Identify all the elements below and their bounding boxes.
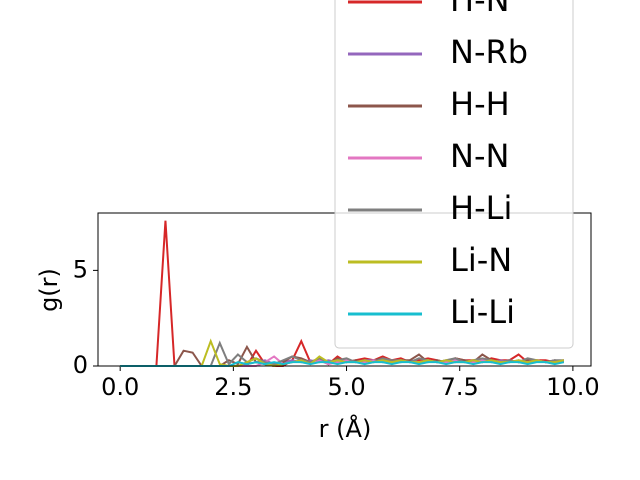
legend-label: N-Rb [450, 33, 528, 71]
legend-label: N-N [450, 137, 509, 175]
x-axis-label: r (Å) [319, 414, 372, 443]
x-tick-label: 2.5 [214, 373, 252, 401]
x-tick-label: 5.0 [327, 373, 365, 401]
legend-label: H-Li [450, 189, 512, 227]
y-tick-label: 0 [73, 351, 88, 379]
legend-label: H-N [450, 0, 510, 19]
series-line [120, 361, 565, 367]
x-tick-label: 7.5 [441, 373, 479, 401]
x-tick-label: 10.0 [546, 373, 599, 401]
x-tick-label: 0.0 [101, 373, 139, 401]
legend-label: H-H [450, 85, 510, 123]
y-axis-label: g(r) [35, 268, 63, 312]
legend-label: Li-N [450, 241, 512, 279]
legend-label: Li-Li [450, 293, 515, 331]
y-tick-label: 5 [73, 255, 88, 283]
